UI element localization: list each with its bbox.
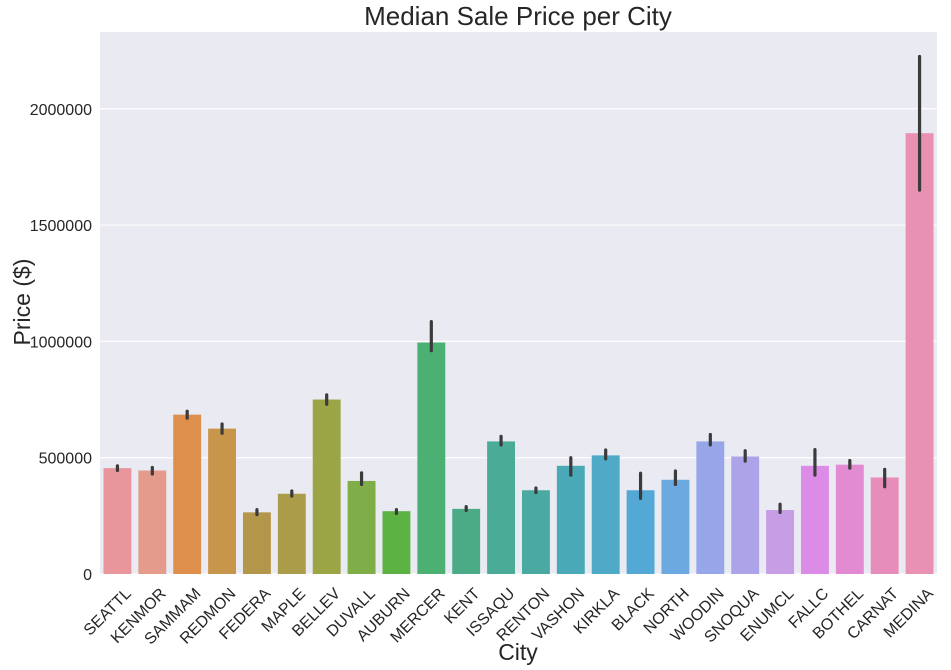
y-tick-label: 1500000 xyxy=(30,218,92,235)
bars xyxy=(103,133,934,574)
bar-maple xyxy=(277,493,306,574)
bar-renton xyxy=(521,490,550,574)
bar-kirkla xyxy=(591,455,620,574)
bar-issaqu xyxy=(487,441,516,574)
y-axis-label: Price ($) xyxy=(9,259,35,346)
y-tick-labels: 0 500000 1000000 1500000 2000000 xyxy=(30,102,92,584)
bar-carnat xyxy=(870,477,899,574)
y-tick-label: 500000 xyxy=(39,451,92,468)
y-tick-label: 1000000 xyxy=(30,334,92,351)
bar-north xyxy=(661,479,690,574)
x-axis-label: City xyxy=(498,639,538,665)
error-bars xyxy=(115,54,922,517)
bar-duvall xyxy=(347,480,376,574)
bar-kenmor xyxy=(138,470,167,574)
bar-seattl xyxy=(103,468,132,574)
bar-woodin xyxy=(696,441,725,574)
plot-area xyxy=(100,32,937,574)
bar-redmon xyxy=(208,428,237,574)
bar-medina xyxy=(905,133,934,574)
chart-title: Median Sale Price per City xyxy=(364,1,672,31)
bar-auburn xyxy=(382,511,411,574)
bar-sammam xyxy=(173,414,202,574)
bar-kent xyxy=(452,508,481,574)
bar-black xyxy=(626,490,655,574)
bar-vashon xyxy=(556,465,585,574)
bar-federa xyxy=(242,512,271,574)
y-tick-label: 2000000 xyxy=(30,102,92,119)
bar-fallc xyxy=(800,465,829,574)
grid-lines xyxy=(100,108,937,575)
bar-bothel xyxy=(835,464,864,574)
bar-enumcl xyxy=(766,510,795,574)
bar-bellev xyxy=(312,399,341,574)
y-tick-label: 0 xyxy=(83,567,92,584)
bar-mercer xyxy=(417,342,446,574)
bar-snoqua xyxy=(731,456,760,574)
